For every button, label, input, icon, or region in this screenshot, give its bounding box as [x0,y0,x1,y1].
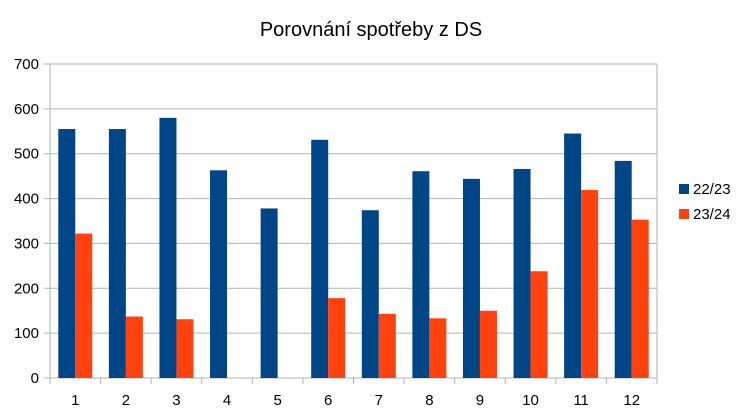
bar-22-23-2 [108,129,126,378]
bar-23-24-8 [429,318,447,378]
x-tick-label: 8 [425,392,433,409]
bar-23-24-9 [479,310,497,378]
bar-22-23-9 [462,178,480,378]
bar-22-23-11 [564,133,582,378]
bar-22-23-4 [210,170,228,378]
bar-22-23-6 [311,139,329,378]
y-tick-label: 300 [14,235,39,252]
bar-22-23-5 [260,208,278,378]
legend-label-23-24: 23/24 [693,206,731,223]
x-tick-label: 10 [522,392,539,409]
bar-23-24-1 [75,233,93,378]
chart-title: Porovnání spotřeby z DS [260,19,482,41]
y-tick-label: 500 [14,146,39,163]
bar-22-23-7 [361,210,379,378]
x-tick-labels: 1 2 3 4 5 6 7 8 9 10 11 12 [71,392,640,409]
bar-22-23-10 [513,168,531,378]
x-tick-label: 9 [476,392,484,409]
x-tick-label: 7 [375,392,383,409]
bar-22-23-1 [58,129,76,378]
x-tick-label: 1 [71,392,79,409]
y-tick-label: 600 [14,101,39,118]
bar-23-24-11 [581,190,599,378]
y-tick-labels: 0 100 200 300 400 500 600 700 [14,56,39,387]
y-tick-label: 400 [14,191,39,208]
bar-22-23-3 [159,117,177,378]
bar-23-24-10 [530,271,548,378]
bar-23-24-2 [125,316,143,378]
x-tick-label: 5 [273,392,281,409]
x-tick-label: 4 [223,392,231,409]
bar-23-24-7 [378,313,396,378]
legend-swatch-22-23 [679,184,689,194]
y-tick-label: 700 [14,56,39,73]
legend-label-22-23: 22/23 [693,181,731,198]
y-tick-label: 0 [31,370,39,387]
x-tick-label: 11 [573,392,589,409]
y-tick-label: 100 [14,325,39,342]
legend-swatch-23-24 [679,209,689,219]
x-tick-label: 2 [122,392,130,409]
bar-22-23-12 [614,160,632,378]
bars [58,117,649,378]
bar-23-24-3 [176,319,194,378]
gridlines [44,63,657,379]
bar-23-24-12 [631,219,649,378]
x-tick-label: 3 [172,392,180,409]
axes [49,64,658,384]
bar-23-24-6 [328,298,346,378]
x-tick-label: 12 [623,392,640,409]
legend: 22/23 23/24 [679,181,731,223]
x-tick-label: 6 [324,392,332,409]
bar-22-23-8 [412,171,430,378]
y-tick-label: 200 [14,280,39,297]
